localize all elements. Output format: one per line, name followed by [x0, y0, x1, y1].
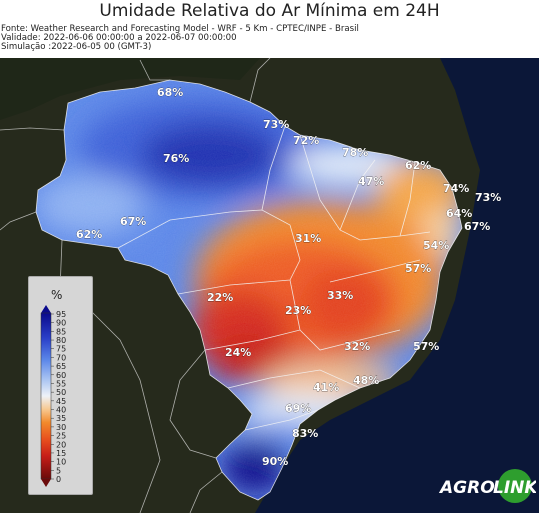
legend-tick-95: 95	[56, 310, 66, 319]
label-coast-73: 73%	[475, 191, 501, 204]
label-e-57: 57%	[405, 262, 431, 275]
label-se-48: 48%	[353, 374, 379, 387]
label-ne-54: 54%	[423, 239, 449, 252]
label-ne-62: 62%	[405, 159, 431, 172]
label-s-69: 69%	[285, 402, 311, 415]
label-ne-72: 72%	[293, 134, 319, 147]
label-c-23: 23%	[285, 304, 311, 317]
label-sw-24: 24%	[225, 346, 251, 359]
label-coast-57: 57%	[413, 340, 439, 353]
state-borders	[35, 79, 463, 501]
legend-tick-40: 40	[56, 406, 66, 415]
agrolink-logo: AGRO LINK	[438, 469, 536, 503]
legend-tick-25: 25	[56, 432, 66, 441]
logo-text-link: LINK	[493, 478, 536, 498]
validity-line: Validade: 2022-06-06 00:00:00 a 2022-06-…	[1, 33, 237, 43]
label-c-31: 31%	[295, 232, 321, 245]
legend-tick-80: 80	[56, 336, 66, 345]
legend-tick-85: 85	[56, 327, 66, 336]
legend-tick-5: 5	[56, 466, 61, 475]
legend-tick-10: 10	[56, 458, 66, 467]
label-ne-74: 74%	[443, 182, 469, 195]
legend-tick-55: 55	[56, 379, 66, 388]
legend-tick-90: 90	[56, 319, 66, 328]
legend-tick-30: 30	[56, 423, 66, 432]
percent-labels: 68% 73% 76% 72% 78% 62% 47% 74% 73% 64% …	[76, 86, 502, 468]
label-c-33: 33%	[327, 289, 353, 302]
legend-tick-60: 60	[56, 371, 66, 380]
label-n-76: 76%	[163, 152, 189, 165]
legend-unit: %	[51, 288, 62, 302]
map-title: Umidade Relativa do Ar Mínima em 24H	[99, 1, 440, 21]
legend-tick-75: 75	[56, 345, 66, 354]
label-se-32: 32%	[344, 340, 370, 353]
legend-tick-20: 20	[56, 440, 66, 449]
label-ne-64: 64%	[446, 207, 472, 220]
legend-tick-70: 70	[56, 353, 66, 362]
source-line: Fonte: Weather Research and Forecasting …	[1, 24, 359, 34]
label-w-67: 67%	[120, 215, 146, 228]
legend-tick-45: 45	[56, 397, 66, 406]
header: Umidade Relativa do Ar Mínima em 24H Fon…	[0, 0, 539, 58]
legend-tick-35: 35	[56, 414, 66, 423]
label-s-83: 83%	[292, 427, 318, 440]
legend-tick-0: 0	[56, 475, 61, 484]
label-ne-73: 73%	[263, 118, 289, 131]
label-coast-67: 67%	[464, 220, 490, 233]
legend-tick-50: 50	[56, 388, 66, 397]
label-cw-22: 22%	[207, 291, 233, 304]
legend-tick-65: 65	[56, 362, 66, 371]
label-w-62: 62%	[76, 228, 102, 241]
humidity-field	[36, 80, 462, 500]
legend: % 95 90 85 80 75 70 65 60 55 50 45 40 35 30 25 20 15 10 5 0	[28, 276, 93, 495]
label-s-90: 90%	[262, 455, 288, 468]
logo-text-agro: AGRO	[438, 478, 495, 498]
label-ne-78: 78%	[342, 146, 368, 159]
legend-tick-15: 15	[56, 449, 66, 458]
simulation-line: Simulação :2022-06-05 00 (GMT-3)	[1, 42, 152, 52]
label-n-68: 68%	[157, 86, 183, 99]
label-se-41: 41%	[313, 381, 339, 394]
label-ne-47: 47%	[358, 175, 384, 188]
